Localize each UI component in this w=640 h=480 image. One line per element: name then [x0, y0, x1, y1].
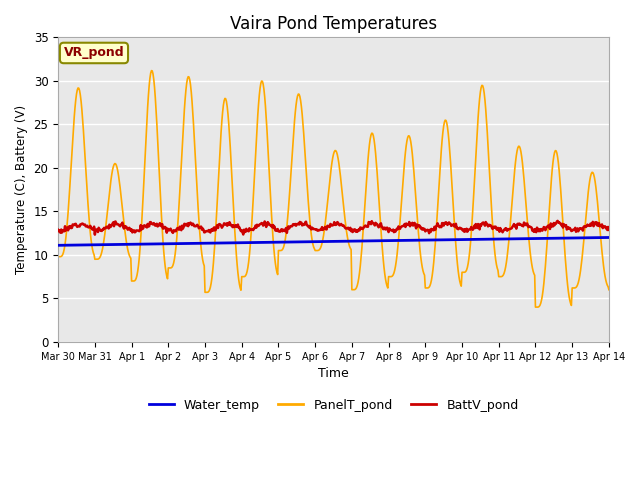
Text: VR_pond: VR_pond	[63, 47, 124, 60]
Legend: Water_temp, PanelT_pond, BattV_pond: Water_temp, PanelT_pond, BattV_pond	[143, 394, 524, 417]
X-axis label: Time: Time	[318, 367, 349, 380]
Y-axis label: Temperature (C), Battery (V): Temperature (C), Battery (V)	[15, 105, 28, 274]
Title: Vaira Pond Temperatures: Vaira Pond Temperatures	[230, 15, 437, 33]
